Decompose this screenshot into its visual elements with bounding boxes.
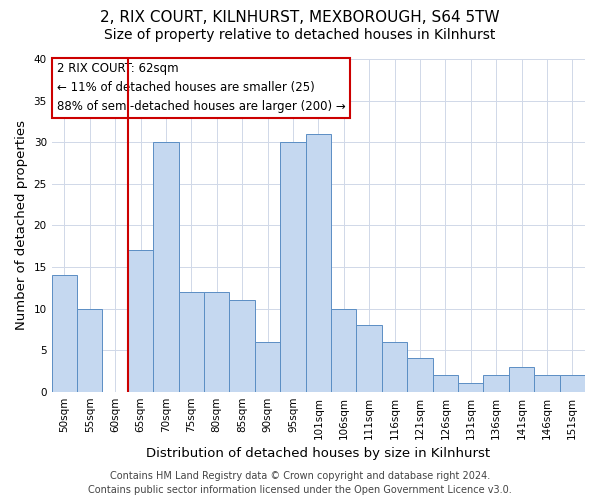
Bar (484, 375, 509, 392)
Bar (382, 342, 407, 392)
Bar (458, 384, 484, 392)
Bar (229, 300, 255, 392)
Bar (305, 134, 331, 392)
Bar (509, 366, 534, 392)
Y-axis label: Number of detached properties: Number of detached properties (15, 120, 28, 330)
Text: Size of property relative to detached houses in Kilnhurst: Size of property relative to detached ho… (104, 28, 496, 42)
Text: 2, RIX COURT, KILNHURST, MEXBOROUGH, S64 5TW: 2, RIX COURT, KILNHURST, MEXBOROUGH, S64… (100, 10, 500, 25)
Bar (255, 342, 280, 392)
Bar (153, 142, 179, 392)
Bar (560, 375, 585, 392)
Bar (534, 375, 560, 392)
Bar (128, 250, 153, 392)
Bar (407, 358, 433, 392)
Bar (52, 275, 77, 392)
Bar (433, 375, 458, 392)
X-axis label: Distribution of detached houses by size in Kilnhurst: Distribution of detached houses by size … (146, 447, 490, 460)
Bar (77, 308, 103, 392)
Bar (331, 308, 356, 392)
Bar (179, 292, 204, 392)
Bar (204, 292, 229, 392)
Bar (356, 325, 382, 392)
Text: 2 RIX COURT: 62sqm
← 11% of detached houses are smaller (25)
88% of semi-detache: 2 RIX COURT: 62sqm ← 11% of detached hou… (57, 62, 346, 114)
Bar (280, 142, 305, 392)
Text: Contains HM Land Registry data © Crown copyright and database right 2024.
Contai: Contains HM Land Registry data © Crown c… (88, 471, 512, 495)
